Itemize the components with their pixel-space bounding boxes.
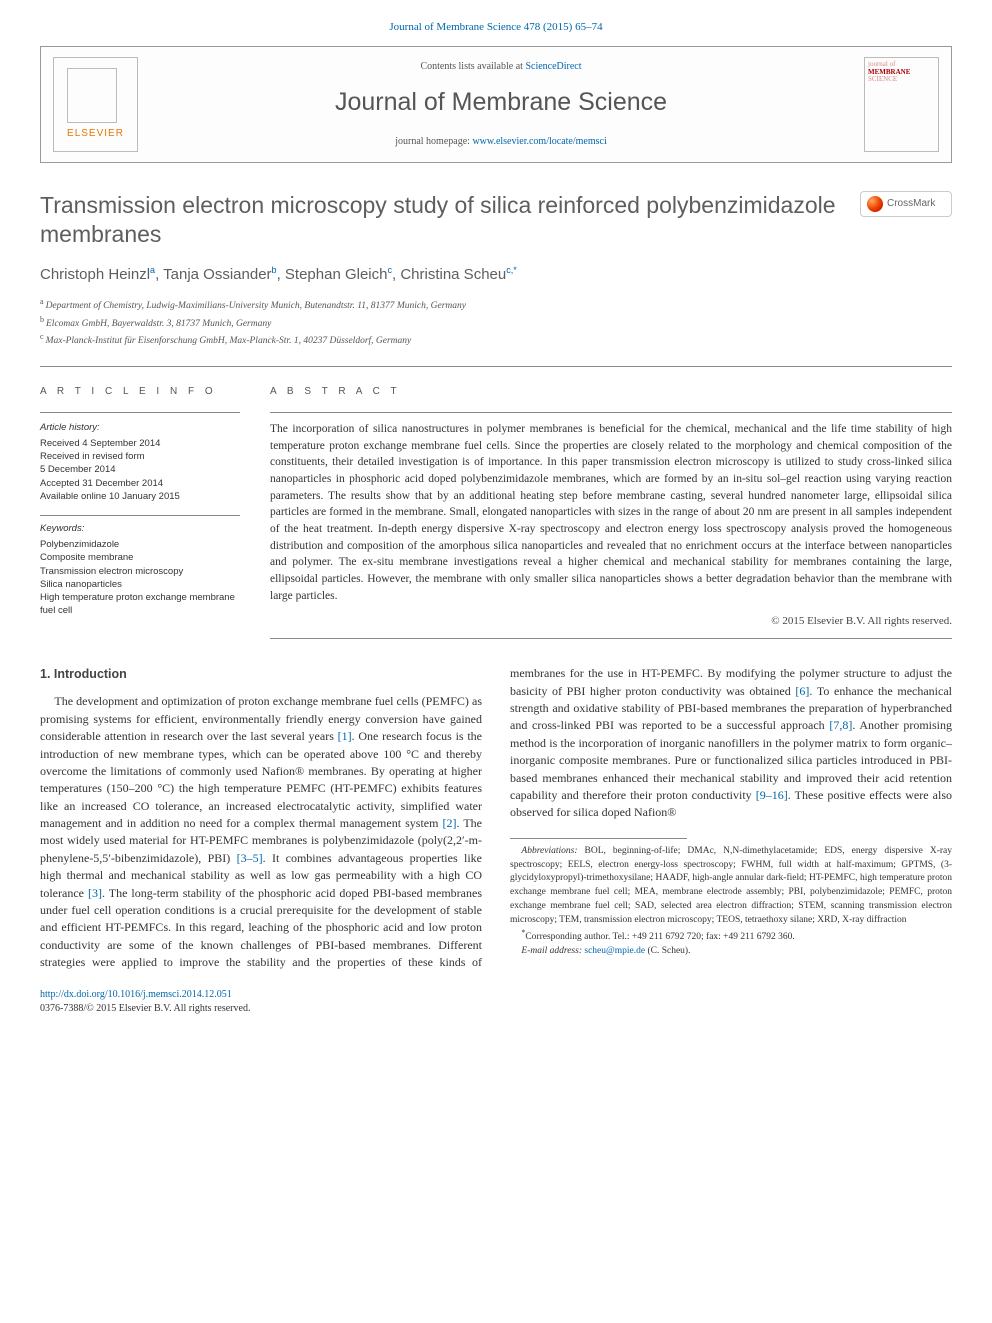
ref-3[interactable]: [3] <box>88 886 102 900</box>
journal-header-box: ELSEVIER Contents lists available at Sci… <box>40 46 952 163</box>
abstract-copyright: © 2015 Elsevier B.V. All rights reserved… <box>270 614 952 630</box>
ref-2[interactable]: [2] <box>443 816 457 830</box>
corresponding-star[interactable]: * <box>513 265 517 275</box>
journal-citation-link[interactable]: Journal of Membrane Science 478 (2015) 6… <box>389 21 602 33</box>
journal-name: Journal of Membrane Science <box>154 84 848 120</box>
email-head: E-mail address: <box>521 946 582 956</box>
elsevier-tree-icon <box>67 68 117 123</box>
keywords-body: PolybenzimidazoleComposite membraneTrans… <box>40 538 240 618</box>
divider <box>40 366 952 367</box>
header-center: Contents lists available at ScienceDirec… <box>154 60 848 149</box>
author-4: Christina Scheu <box>400 266 506 283</box>
corresponding-footnote: *Corresponding author. Tel.: +49 211 679… <box>510 927 952 945</box>
keywords-head: Keywords: <box>40 522 240 536</box>
ref-3-5[interactable]: [3–5] <box>237 851 263 865</box>
affiliation-c: cMax-Planck-Institut für Eisenforschung … <box>40 331 952 348</box>
footer: http://dx.doi.org/10.1016/j.memsci.2014.… <box>40 988 952 1017</box>
info-abstract-row: A R T I C L E I N F O Article history: R… <box>40 385 952 639</box>
abstract-divider-bottom <box>270 638 952 639</box>
author-1: Christoph Heinzl <box>40 266 150 283</box>
abstract-column: A B S T R A C T The incorporation of sil… <box>270 385 952 639</box>
homepage-link[interactable]: www.elsevier.com/locate/memsci <box>472 136 606 147</box>
email-link[interactable]: scheu@mpie.de <box>584 946 645 956</box>
ref-9-16[interactable]: [9–16] <box>756 788 788 802</box>
email-footnote: E-mail address: scheu@mpie.de (C. Scheu)… <box>510 945 952 959</box>
crossmark-badge[interactable]: CrossMark <box>860 191 952 217</box>
contents-line: Contents lists available at ScienceDirec… <box>154 60 848 75</box>
article-title: Transmission electron microscopy study o… <box>40 191 840 249</box>
affiliations: aDepartment of Chemistry, Ludwig-Maximil… <box>40 296 952 348</box>
history-head: Article history: <box>40 421 240 435</box>
ref-6[interactable]: [6] <box>795 684 809 698</box>
cover-line3: SCIENCE <box>868 75 897 83</box>
elsevier-brand: ELSEVIER <box>67 127 124 142</box>
article-info-heading: A R T I C L E I N F O <box>40 385 240 400</box>
author-2: Tanja Ossiander <box>163 266 271 283</box>
history-body: Received 4 September 2014Received in rev… <box>40 437 240 503</box>
ref-1[interactable]: [1] <box>338 729 352 743</box>
affiliation-b: bElcomax GmbH, Bayerwaldstr. 3, 81737 Mu… <box>40 314 952 331</box>
abbrev-head: Abbreviations: <box>521 846 577 856</box>
author-4-aff: c,* <box>506 265 517 275</box>
elsevier-logo: ELSEVIER <box>53 57 138 152</box>
author-3-aff: c <box>387 265 392 275</box>
abstract-text: The incorporation of silica nanostructur… <box>270 421 952 604</box>
journal-cover-thumb: journal of MEMBRANE SCIENCE <box>864 57 939 152</box>
homepage-label: journal homepage: <box>395 136 472 147</box>
author-3: Stephan Gleich <box>285 266 388 283</box>
ref-7-8[interactable]: [7,8] <box>829 718 852 732</box>
abstract-heading: A B S T R A C T <box>270 385 952 400</box>
homepage-line: journal homepage: www.elsevier.com/locat… <box>154 135 848 150</box>
contents-label: Contents lists available at <box>420 61 525 72</box>
footnote-sep <box>510 838 687 839</box>
sciencedirect-link[interactable]: ScienceDirect <box>525 61 581 72</box>
body-columns: 1. Introduction The development and opti… <box>40 665 952 971</box>
author-2-aff: b <box>272 265 277 275</box>
crossmark-icon <box>867 196 883 212</box>
abbreviations-footnote: Abbreviations: BOL, beginning-of-life; D… <box>510 845 952 928</box>
issn-line: 0376-7388/© 2015 Elsevier B.V. All right… <box>40 1003 250 1014</box>
crossmark-label: CrossMark <box>887 197 935 212</box>
affiliation-a: aDepartment of Chemistry, Ludwig-Maximil… <box>40 296 952 313</box>
section-1-heading: 1. Introduction <box>40 665 482 683</box>
author-1-aff: a <box>150 265 155 275</box>
article-info-column: A R T I C L E I N F O Article history: R… <box>40 385 240 639</box>
authors: Christoph Heinzla, Tanja Ossianderb, Ste… <box>40 264 952 286</box>
doi-link[interactable]: http://dx.doi.org/10.1016/j.memsci.2014.… <box>40 989 232 1000</box>
journal-header-citation: Journal of Membrane Science 478 (2015) 6… <box>40 20 952 36</box>
